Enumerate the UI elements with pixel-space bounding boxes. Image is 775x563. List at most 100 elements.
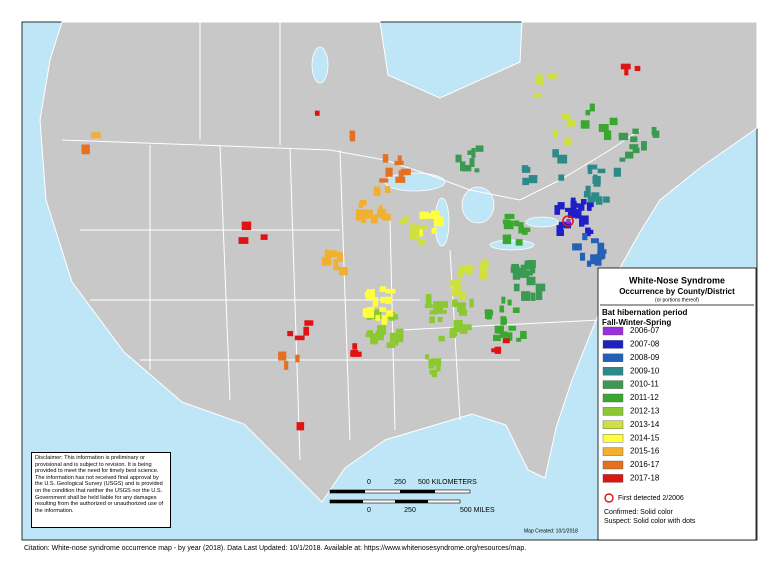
county-patch [641,141,647,151]
county-patch [504,213,515,219]
county-patch [241,221,252,231]
legend-swatch [602,434,624,443]
county-patch [587,164,593,175]
county-patch [459,310,468,316]
county-patch [535,76,543,85]
county-patch [384,296,393,304]
county-patch [634,65,641,72]
county-patch [425,354,430,360]
county-patch [410,224,419,229]
county-patch [365,332,376,337]
km-label: 500 KILOMETERS [418,479,477,486]
county-patch [386,310,394,317]
first-detected: First detected 2/2006 [618,495,684,502]
county-patch [409,232,420,240]
legend-label: 2011-12 [630,393,659,402]
county-patch [624,69,629,76]
county-patch [385,288,396,294]
county-patch [528,175,538,184]
county-patch [522,177,529,186]
county-patch [632,147,640,154]
county-patches [81,63,660,431]
legend-label: 2015-16 [630,447,660,456]
county-patch [529,266,536,274]
county-patch [294,335,305,341]
county-patch [324,249,330,258]
county-patch [410,226,420,235]
county-patch [360,213,367,223]
county-patch [471,148,476,158]
legend-swatch [602,474,624,483]
county-patch [238,237,249,244]
county-patch [424,304,433,309]
county-patch [435,302,442,309]
county-patch [512,272,521,280]
county-patch [333,259,339,267]
county-patch [81,148,90,155]
county-patch [566,218,571,224]
county-patch [571,200,577,211]
county-patch [393,314,399,320]
county-patch [459,328,468,334]
county-patch [278,351,287,361]
county-patch [535,283,546,292]
county-patch [557,154,568,164]
legend-label: 2008-09 [630,353,660,362]
county-patch [459,291,467,300]
county-patch [522,294,527,301]
county-patch [591,192,600,202]
county-patch [620,63,631,70]
county-patch [595,196,603,205]
county-patch [488,310,494,316]
county-patch [90,132,101,139]
county-patch [520,330,527,339]
county-patch [502,338,510,344]
county-patch [566,119,576,127]
county-patch [561,113,571,119]
county-patch [502,219,511,225]
county-patch [441,301,449,308]
county-patch [365,308,374,318]
county-patch [417,239,425,245]
county-patch [437,316,443,322]
legend-swatch [602,353,624,362]
county-patch [558,221,567,228]
county-patch [603,196,610,203]
legend-label: 2012-13 [630,407,660,416]
county-patch [431,210,440,219]
county-patch [525,270,533,276]
county-patch [583,190,591,198]
county-patch [503,332,513,341]
county-patch [437,309,447,314]
county-patch [382,154,389,163]
county-patch [533,93,542,98]
county-patch [556,229,564,236]
county-patch [580,199,587,205]
period-subtitle: Fall-Winter-Spring [602,318,671,327]
county-patch [512,307,520,313]
county-patch [372,297,379,307]
county-patch [574,209,582,219]
county-patch [355,209,366,217]
county-patch [609,117,618,126]
county-patch [632,128,639,134]
legend-subtitle: Occurrence by County/District [619,287,735,296]
county-patch [592,176,601,184]
county-patch [459,161,466,172]
county-patch [469,298,474,308]
county-patch [500,316,507,326]
suspect: Suspect: Solid color with dots [604,518,696,525]
county-patch [370,214,378,224]
county-patch [449,329,456,338]
county-patch [597,168,606,174]
county-patch [458,265,466,273]
county-patch [503,220,514,230]
county-patch [519,270,529,278]
county-patch [375,314,381,321]
county-patch [399,219,409,225]
first-detected-marker [562,215,574,227]
legend: White-Nose Syndrome Occurrence by County… [597,267,757,541]
county-patch [582,233,588,241]
county-patch [425,294,432,305]
county-patch [547,73,557,79]
